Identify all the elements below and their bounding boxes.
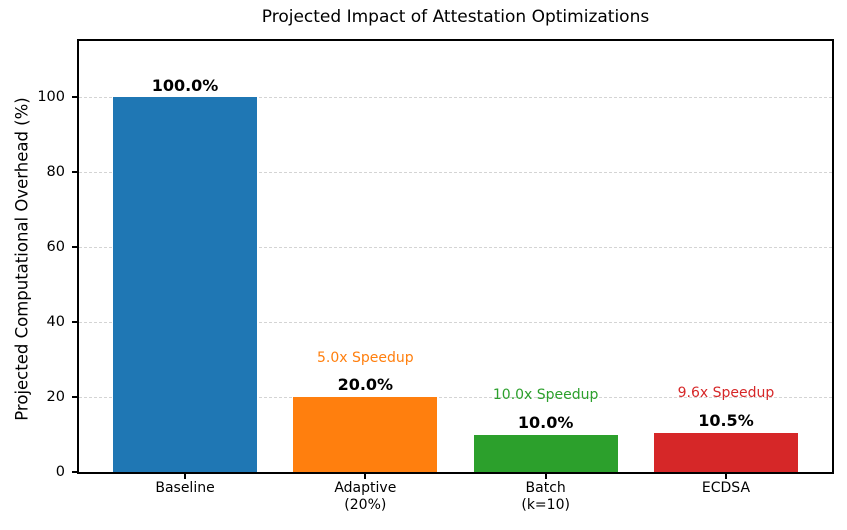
x-tick-mark — [724, 474, 727, 479]
y-tick-label: 100 — [37, 89, 65, 106]
speedup-label-adaptive-20: 5.0x Speedup — [317, 349, 414, 366]
y-tick-label: 40 — [46, 314, 65, 331]
y-axis-label: Projected Computational Overhead (%) — [12, 97, 32, 421]
y-tick-mark — [72, 396, 77, 399]
bar-ecdsa — [653, 432, 799, 472]
chart-title: Projected Impact of Attestation Optimiza… — [261, 7, 650, 27]
speedup-label-ecdsa: 9.6x Speedup — [677, 385, 775, 402]
bar-batch-k-10 — [473, 434, 618, 472]
y-tick-label: 0 — [55, 464, 65, 480]
bar-value-label-batch-k-10: 10.0% — [517, 412, 574, 432]
bar-value-label-adaptive-20: 20.0% — [337, 375, 394, 395]
y-tick-mark — [72, 471, 77, 473]
bar-adaptive-20 — [293, 397, 438, 472]
y-tick-label: 20 — [46, 389, 65, 406]
gridline — [79, 96, 832, 98]
gridline — [79, 171, 832, 173]
x-tick-mark — [544, 474, 547, 479]
x-tick-label-baseline: Baseline — [155, 480, 215, 496]
bar-baseline — [112, 97, 258, 472]
bar-value-label-ecdsa: 10.5% — [698, 411, 754, 431]
x-tick-mark — [184, 474, 187, 479]
x-tick-label-ecdsa: ECDSA — [701, 480, 751, 496]
gridline — [79, 396, 832, 398]
plot-area: 0 20 40 60 80 100 100.0% Baseline 20.0% 5.0x Spee… — [37, 39, 834, 513]
bar-value-label-baseline: 100.0% — [151, 75, 219, 95]
y-tick-label: 60 — [46, 239, 65, 256]
x-tick-mark — [364, 474, 367, 479]
x-tick-label-batch-k-10: Batch (k=10) — [521, 480, 570, 513]
y-tick-mark — [72, 171, 77, 174]
y-tick-mark — [72, 321, 77, 324]
y-tick-label: 80 — [46, 164, 65, 181]
gridline — [79, 246, 832, 248]
y-tick-mark — [72, 246, 77, 249]
gridline — [79, 321, 832, 323]
speedup-label-batch-k-10: 10.0x Speedup — [492, 387, 599, 404]
x-tick-label-adaptive-20: Adaptive (20%) — [334, 480, 397, 513]
y-tick-mark — [72, 96, 77, 99]
